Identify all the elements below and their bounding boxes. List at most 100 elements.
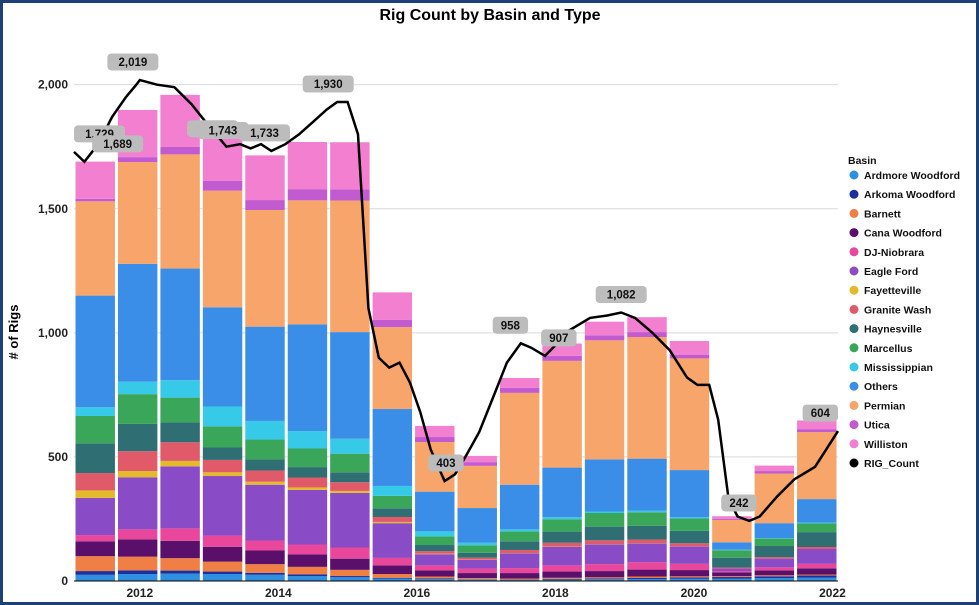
bar-segment [712,571,752,573]
bar-segment [75,556,115,572]
annotation-box [302,75,354,93]
x-ticks: 2012 2014 2016 2018 2020 2022 [126,586,846,600]
bar-segment [372,495,413,509]
bar-segment [542,355,582,361]
bar-segment [372,409,413,486]
bar-segment [160,422,200,443]
bar-segment [797,574,837,576]
bar-segment [754,523,795,539]
bar-segment [160,154,200,269]
bar-segment [245,200,285,210]
bar-segment [499,579,540,581]
bar-segment [202,307,243,407]
bar-segment [75,198,115,202]
bar-segment [160,570,200,574]
x-tick-label: 2012 [126,586,153,600]
bar-segment [797,522,837,524]
bar-segment [584,321,625,336]
bar-segment [245,420,285,440]
bar-segment [117,381,158,395]
bar-segment [245,572,285,575]
bar-segment [797,577,837,581]
bar-segment [415,565,455,571]
annotation-box [107,53,159,71]
bar-segment [330,558,370,570]
bar-segment [712,542,752,550]
bar-segment [754,567,795,571]
bar-segment [287,189,328,201]
x-tick-label: 2018 [542,586,569,600]
annotation-box [428,454,464,472]
bar-segment [245,155,285,201]
bar-segment [584,340,625,460]
bar-segment [797,420,837,430]
bar-segment [245,481,285,485]
legend-entry-label: Marcellus [864,343,913,355]
x-tick-label: 2020 [681,586,708,600]
rig-count-line-group [73,78,840,523]
bar-segment [372,578,413,581]
bar-segment [117,423,158,452]
bar-segment [202,180,243,191]
annotation-label: 1,689 [103,139,132,151]
bar-segment [542,577,582,580]
legend-marker [849,189,859,199]
bar-segment [372,508,413,517]
bar-segment [117,574,158,581]
bar-segment [245,326,285,421]
bar-segment [669,470,710,518]
bar-segment [754,557,795,559]
bar-segment [117,477,158,530]
bar-segment [542,571,582,578]
bar-segment [245,459,285,471]
bar-segment [712,557,752,568]
bar-segment [542,531,582,543]
bar-segment [202,571,243,575]
bar-segment [499,529,540,532]
bar-segment [160,442,200,461]
bar-segment [669,570,710,577]
bar-segment [160,397,200,423]
annotation-box [595,285,647,303]
legend-marker [849,400,859,410]
bar-segment [75,161,115,199]
bar-segment [160,573,200,581]
bar-segment [669,518,710,531]
bar-segment [75,571,115,575]
bar-segment [202,472,243,477]
bar-segment [160,466,200,529]
annotation-box [492,316,529,334]
bar-segment [75,541,115,557]
bar-segment [287,477,328,488]
bar-segment [245,439,285,460]
bar-segment [542,542,582,547]
bar-segment [754,570,795,576]
bar-segment [415,579,455,581]
bar-segment [712,576,752,578]
bar-segment [457,579,497,581]
bar-segment [542,360,582,468]
bar-segment [330,472,370,483]
bar-segment [797,429,837,433]
bar-segment [457,559,497,569]
legend-marker [849,247,859,257]
bar-segment [627,543,667,563]
bar-segment [117,162,158,264]
chart-title: Rig Count by Basin and Type [379,7,600,24]
bar-segment [584,526,625,541]
bar-segment [160,268,200,381]
bar-segment [372,521,413,524]
legend-marker [849,228,859,238]
bar-segment [627,539,667,544]
bar-segment [372,516,413,522]
bar-segment [754,471,795,474]
bar-segment [712,518,752,520]
bar-segment [627,458,667,511]
bar-segment [457,573,497,579]
bar-segment [415,554,455,566]
y-tick-label: 1,000 [38,326,68,340]
bar-segment [499,573,540,579]
legend-marker [849,324,859,334]
bar-segment [117,471,158,478]
annotation-label: 242 [729,498,748,510]
